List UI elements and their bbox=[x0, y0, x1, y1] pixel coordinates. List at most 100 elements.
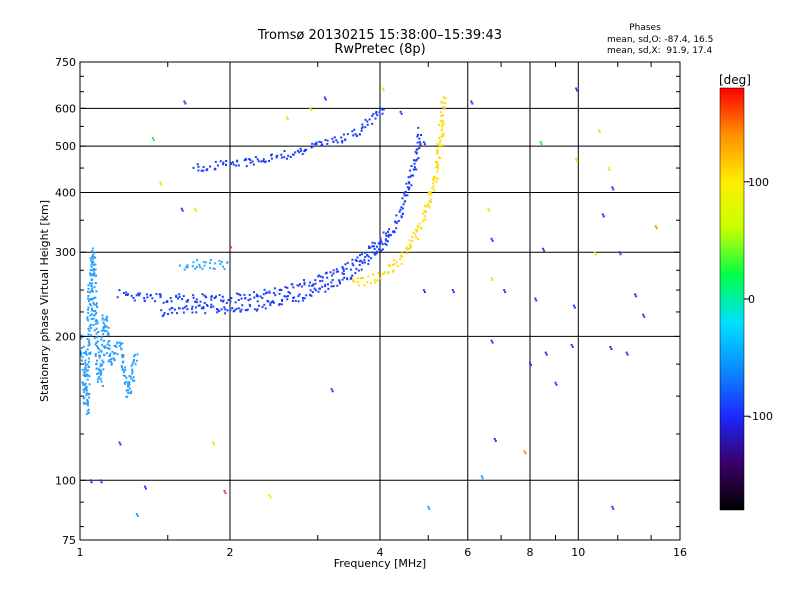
data-point bbox=[490, 277, 493, 279]
data-point bbox=[363, 284, 366, 287]
y-tick-label: 200 bbox=[55, 330, 76, 343]
data-point bbox=[380, 240, 383, 243]
data-point bbox=[440, 129, 443, 132]
data-point bbox=[99, 479, 102, 482]
data-point bbox=[436, 167, 439, 170]
data-point bbox=[244, 157, 247, 160]
data-point bbox=[88, 375, 91, 378]
data-point bbox=[416, 225, 419, 227]
data-point bbox=[230, 162, 233, 165]
data-point bbox=[246, 308, 249, 311]
data-point bbox=[401, 197, 404, 200]
data-point bbox=[252, 163, 255, 166]
data-point bbox=[94, 343, 97, 346]
data-point bbox=[86, 400, 89, 403]
data-point bbox=[182, 311, 185, 314]
data-point bbox=[94, 256, 97, 259]
data-point bbox=[383, 271, 386, 274]
data-point bbox=[405, 246, 408, 249]
data-point bbox=[89, 274, 92, 277]
data-point bbox=[393, 230, 396, 233]
data-point bbox=[105, 325, 108, 328]
data-point bbox=[404, 190, 407, 193]
grid-lines bbox=[80, 62, 680, 540]
data-point bbox=[443, 106, 446, 109]
data-point bbox=[311, 142, 314, 145]
data-point bbox=[283, 156, 286, 159]
data-point bbox=[263, 303, 266, 306]
data-point bbox=[332, 141, 335, 143]
data-point bbox=[110, 363, 113, 366]
data-point bbox=[611, 186, 614, 189]
data-point bbox=[341, 141, 344, 144]
data-point bbox=[121, 366, 123, 369]
data-point bbox=[162, 301, 165, 304]
data-point bbox=[619, 253, 622, 256]
data-point bbox=[120, 343, 122, 346]
data-point bbox=[286, 157, 288, 160]
data-point bbox=[232, 310, 235, 313]
data-point bbox=[341, 272, 344, 275]
data-point bbox=[371, 114, 374, 117]
data-point bbox=[107, 360, 110, 363]
data-point bbox=[403, 191, 406, 194]
data-point bbox=[272, 301, 275, 304]
data-point bbox=[324, 138, 327, 141]
data-point bbox=[96, 320, 99, 323]
data-point bbox=[85, 389, 88, 392]
data-point bbox=[88, 392, 91, 395]
data-point bbox=[439, 139, 442, 142]
y-axis-label: Stationary phase Virtual Height [km] bbox=[38, 200, 51, 402]
data-point bbox=[391, 270, 394, 273]
data-point bbox=[434, 160, 437, 163]
data-point bbox=[80, 347, 83, 349]
data-point bbox=[89, 257, 92, 260]
data-point bbox=[535, 299, 538, 302]
data-point bbox=[86, 316, 89, 319]
data-point bbox=[281, 298, 283, 301]
data-point bbox=[381, 243, 384, 246]
data-point bbox=[104, 345, 107, 348]
data-point bbox=[349, 268, 352, 271]
data-point bbox=[367, 245, 370, 248]
data-point bbox=[417, 226, 420, 229]
data-point bbox=[374, 281, 376, 284]
data-point bbox=[112, 357, 115, 360]
data-point bbox=[413, 162, 416, 165]
data-point bbox=[367, 255, 370, 258]
data-point bbox=[103, 354, 106, 357]
data-point bbox=[119, 341, 121, 344]
data-point bbox=[87, 404, 89, 407]
data-point bbox=[127, 391, 130, 394]
data-point bbox=[103, 323, 106, 326]
data-point bbox=[92, 324, 95, 326]
data-point bbox=[384, 238, 387, 241]
data-point bbox=[410, 165, 413, 167]
data-point bbox=[81, 368, 84, 371]
colorbar bbox=[719, 87, 745, 511]
data-point bbox=[410, 174, 413, 177]
data-point bbox=[542, 247, 545, 250]
data-point bbox=[107, 331, 110, 334]
data-point bbox=[283, 150, 286, 152]
data-point bbox=[125, 294, 127, 296]
data-point bbox=[356, 256, 359, 259]
data-point bbox=[115, 346, 118, 348]
data-point bbox=[178, 293, 181, 296]
data-point bbox=[415, 168, 418, 171]
data-point bbox=[303, 297, 306, 300]
data-point bbox=[391, 263, 394, 266]
data-point bbox=[361, 126, 364, 129]
data-point bbox=[289, 292, 292, 295]
data-point bbox=[103, 329, 106, 332]
data-point bbox=[262, 158, 265, 161]
data-point bbox=[201, 293, 204, 296]
data-point bbox=[369, 246, 372, 249]
data-point bbox=[94, 263, 97, 266]
data-point bbox=[88, 298, 91, 301]
data-point bbox=[412, 159, 415, 162]
data-point bbox=[85, 375, 88, 378]
data-point bbox=[128, 375, 131, 378]
data-point bbox=[125, 291, 128, 294]
data-point bbox=[159, 181, 162, 184]
